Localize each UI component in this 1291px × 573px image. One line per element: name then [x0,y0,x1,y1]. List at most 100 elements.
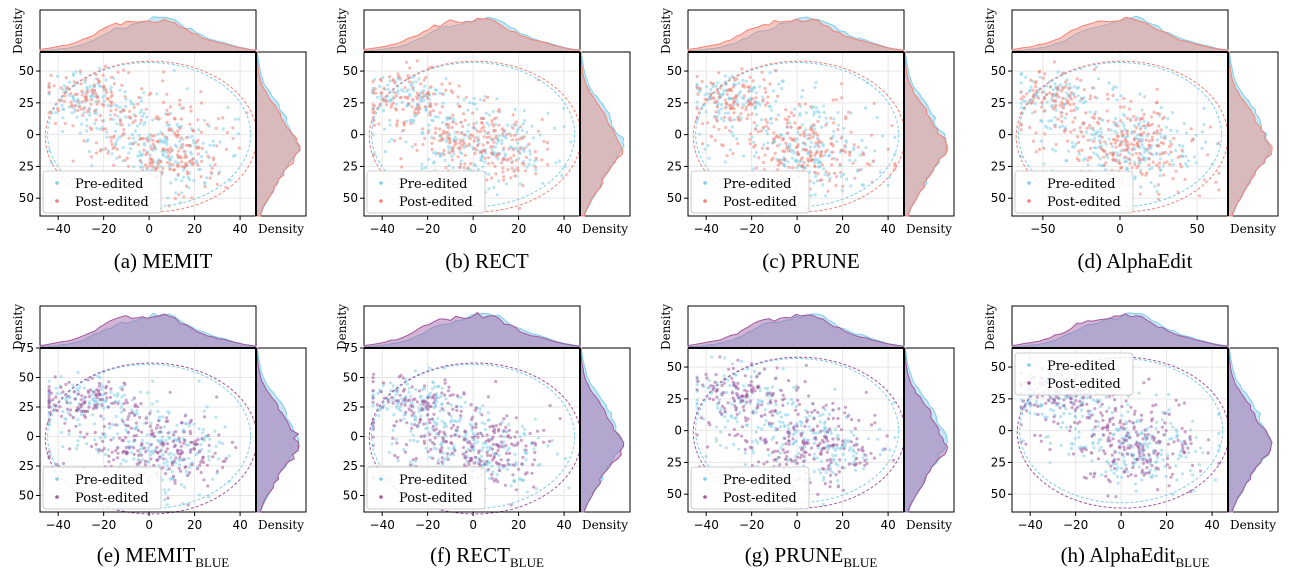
point [1197,463,1201,467]
point [170,463,174,467]
point [202,478,206,482]
point [402,417,406,421]
point [188,144,192,148]
point [1106,97,1110,101]
point [142,111,146,115]
point [739,359,744,363]
point [429,85,433,89]
point [701,122,705,126]
point [497,468,502,472]
point [779,451,783,455]
point [110,401,114,405]
point [812,181,816,185]
point [717,71,721,75]
point [404,119,409,123]
point [1121,133,1125,137]
point [93,88,97,92]
point [838,447,843,451]
point [746,85,750,89]
point [831,408,835,412]
point [1119,166,1123,170]
point [473,408,478,412]
point [1084,130,1088,134]
point [146,391,150,395]
point [1194,133,1198,137]
point [199,90,203,94]
point [478,407,482,411]
point [716,406,720,410]
point [728,76,732,80]
point [451,166,455,170]
y-tick-label: 75 [19,341,34,355]
point [137,453,141,457]
point [711,84,715,89]
point [217,172,221,176]
point [724,390,729,395]
point [497,134,501,138]
point [426,401,430,405]
point [726,111,731,115]
point [785,455,789,459]
point [165,150,169,155]
point [853,158,857,163]
point [1049,127,1053,131]
point [405,382,409,386]
point [757,372,761,376]
point [542,139,546,143]
point [122,131,126,135]
point [218,140,222,144]
point [1154,163,1159,167]
point [127,440,131,444]
point [421,91,425,95]
point [443,421,447,425]
point [406,88,411,92]
point [156,438,160,442]
point [151,431,155,435]
point [769,424,774,428]
point [1137,161,1141,165]
point [414,388,418,392]
point [1068,103,1072,107]
point [827,412,832,416]
x-tick-label: −20 [739,518,764,532]
point [729,415,734,419]
point [161,147,165,151]
point [1065,98,1069,102]
point [1115,138,1119,142]
point [814,106,819,110]
point [1200,146,1204,150]
point [175,153,180,157]
point [440,82,444,86]
point [747,89,751,93]
point [532,447,536,451]
point [420,406,424,411]
point [1069,130,1073,134]
point [1097,134,1101,138]
point [446,134,450,138]
point [106,151,110,155]
point [733,434,737,438]
point [405,104,409,108]
point [1110,411,1114,415]
point [423,136,427,140]
point [1042,109,1046,113]
point [165,503,169,507]
point [121,450,125,455]
point [1087,155,1091,159]
point [516,169,520,173]
point [423,441,427,446]
right-density-post [255,51,301,217]
point [741,405,745,409]
point [93,422,97,426]
point [497,179,501,183]
point [411,433,415,437]
point [743,462,747,467]
point [776,94,780,98]
point [701,383,705,387]
point [462,438,466,442]
point [237,146,241,150]
point [821,183,825,187]
point [140,430,144,434]
point [162,488,166,492]
